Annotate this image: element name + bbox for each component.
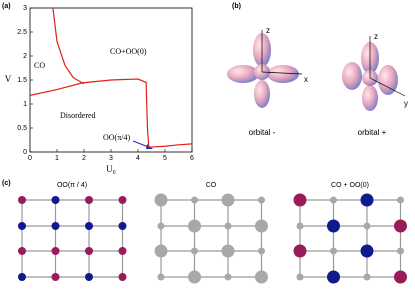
lattice-site — [118, 196, 127, 204]
y-tick-label: 3 — [23, 5, 27, 12]
lattice-site — [296, 222, 304, 230]
orbital-right: z y orbital + — [342, 32, 408, 137]
lattice-site — [118, 273, 127, 281]
lattice-site — [154, 244, 168, 258]
lattice-site — [85, 273, 93, 281]
lattice-site — [51, 247, 60, 255]
arrow-head — [146, 144, 153, 149]
lattice-site — [191, 196, 198, 204]
lattice-site — [221, 244, 235, 258]
lattice-site — [327, 270, 340, 284]
lattice-site — [18, 222, 26, 230]
axis-label: z — [266, 26, 270, 35]
x-tick-label: 1 — [55, 155, 59, 162]
lattice-site — [51, 273, 60, 281]
lattice-site — [394, 219, 407, 233]
phase-boundary — [148, 143, 193, 148]
lattice-site — [188, 219, 201, 233]
lattice-title: OO(π / 4) — [57, 182, 87, 189]
axis-label: x — [304, 75, 308, 84]
region-label: CO — [34, 61, 45, 70]
x-tick-label: 2 — [82, 155, 86, 162]
lattice-site — [118, 222, 127, 230]
lattice-site — [330, 196, 337, 204]
panel-label: (c) — [2, 180, 11, 187]
lattice-site — [18, 196, 26, 204]
lattice-site — [157, 273, 165, 281]
lattice-site — [154, 193, 168, 207]
x-tick-label: 5 — [163, 155, 167, 162]
lattice-site — [51, 196, 60, 204]
lattice-site — [363, 273, 371, 281]
lattice-site — [224, 273, 232, 281]
lattice-site — [394, 270, 407, 284]
y-tick-label: 0.5 — [17, 125, 27, 132]
lattice-site — [255, 270, 268, 284]
lattice-site — [258, 247, 265, 255]
lattice-site — [293, 244, 307, 258]
lattice-site — [18, 273, 26, 281]
lattice-site — [224, 222, 232, 230]
lattice-title: CO + OO(0) — [331, 182, 369, 189]
x-tick-label: 4 — [136, 155, 140, 162]
orbital-label: orbital - — [249, 128, 276, 137]
lattice-site — [330, 247, 337, 255]
axis-label: z — [374, 32, 378, 41]
lattice-site — [327, 219, 340, 233]
x-tick-label: 6 — [190, 155, 194, 162]
lattice-site — [397, 247, 404, 255]
lattice-site — [258, 196, 265, 204]
lattice-site — [85, 222, 93, 230]
lattice-site — [221, 193, 235, 207]
y-tick-label: 0 — [23, 149, 27, 156]
lattice-site — [293, 193, 307, 207]
y-axis-label: V — [5, 74, 12, 84]
lattice-site — [360, 244, 374, 258]
region-label: CO+OO(0) — [110, 47, 147, 56]
y-tick-label: 2 — [23, 53, 27, 60]
lattice-site — [397, 196, 404, 204]
lattice-site — [191, 247, 198, 255]
x-axis-label: U₀ — [106, 164, 116, 174]
lattice-site — [296, 273, 304, 281]
panel-label: (b) — [232, 3, 241, 10]
panel-label: (a) — [2, 3, 11, 10]
y-tick-label: 2.5 — [17, 29, 27, 36]
phase-diagram: U₀ V CO CO+OO(0) Disordered OO(π/4) 0 1 2 3… — [5, 5, 194, 174]
axis-label: y — [404, 99, 408, 108]
lattice-site — [255, 219, 268, 233]
lattice-site — [118, 247, 127, 255]
y-tick-label: 1.5 — [17, 77, 27, 84]
x-tick-label: 3 — [109, 155, 113, 162]
lattice-site — [363, 222, 371, 230]
lattice-site — [360, 193, 374, 207]
lattice-site — [157, 222, 165, 230]
x-tick-label: 0 — [28, 155, 32, 162]
lattice-site — [85, 247, 93, 255]
orbital-left: z x orbital - — [227, 26, 308, 137]
phase-boundary — [52, 7, 85, 85]
lattices — [18, 193, 407, 284]
y-tick-label: 1 — [23, 101, 27, 108]
lattice-site — [18, 247, 26, 255]
lattice-site — [188, 270, 201, 284]
lattice-site — [85, 196, 93, 204]
orbital-label: orbital + — [358, 128, 387, 137]
lattice-title: CO — [206, 182, 217, 189]
lattice-site — [51, 222, 60, 230]
region-label: Disordered — [60, 111, 96, 120]
region-label: OO(π/4) — [103, 133, 130, 142]
phase-boundary — [29, 78, 150, 148]
